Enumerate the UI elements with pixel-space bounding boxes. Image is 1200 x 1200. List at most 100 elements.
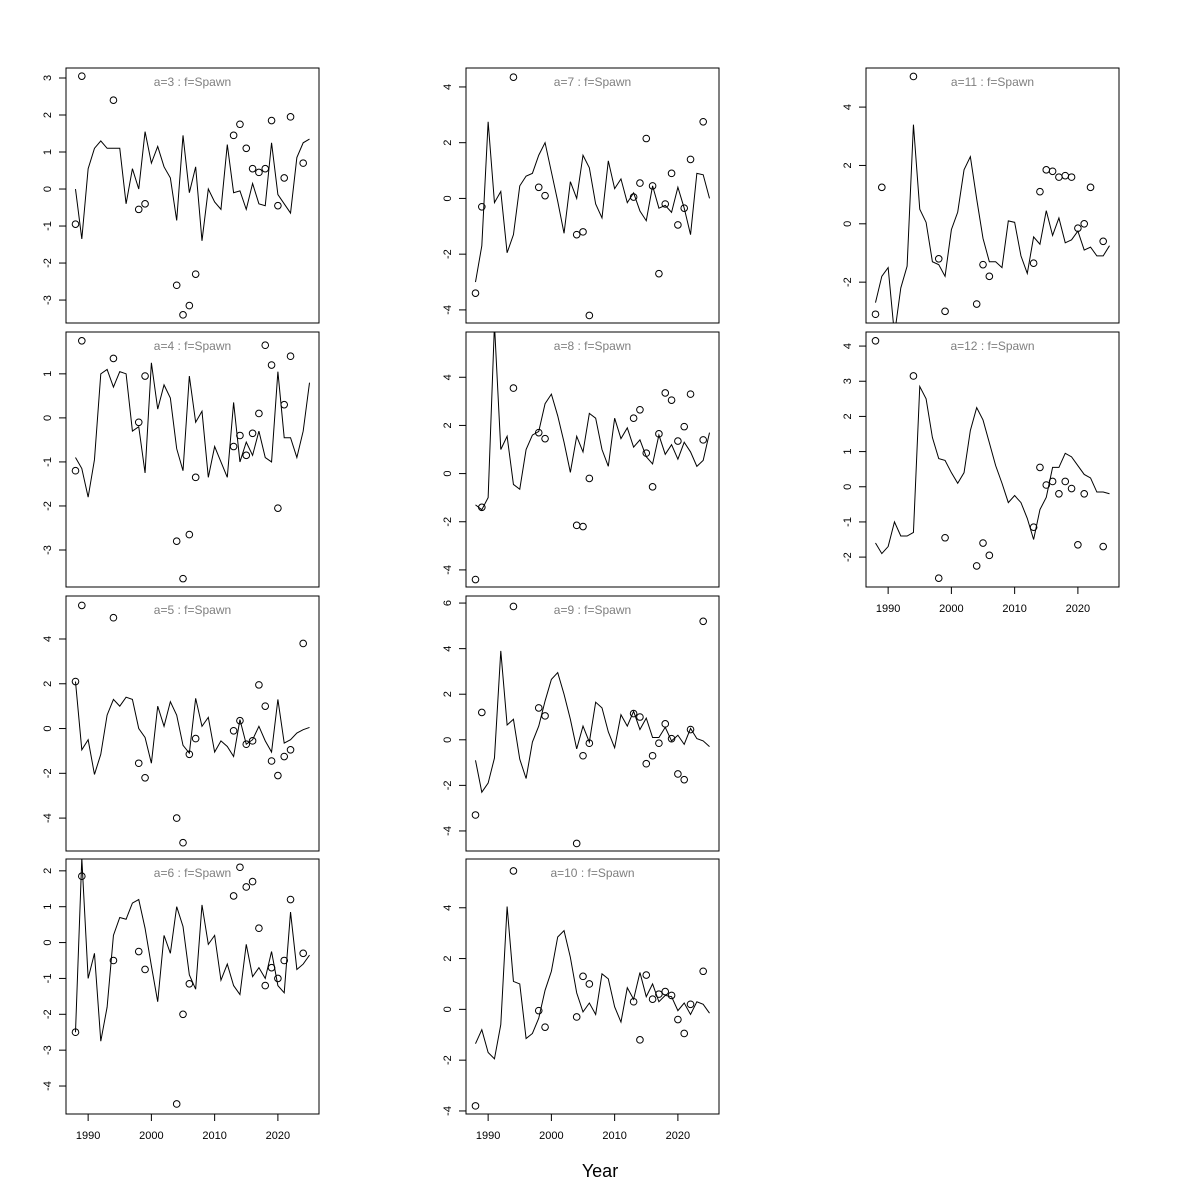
point	[1061, 477, 1070, 486]
point	[179, 574, 187, 583]
point	[248, 737, 257, 745]
point	[185, 750, 194, 759]
point	[286, 895, 295, 904]
point	[585, 474, 594, 483]
point	[655, 739, 663, 748]
point	[661, 987, 670, 996]
plot-frame	[465, 331, 720, 588]
point	[1029, 259, 1038, 267]
point	[236, 120, 244, 129]
panel: a=4 : f=Spawn -3 -2 -1 0 1	[42, 331, 320, 588]
point	[642, 971, 651, 979]
point	[648, 751, 657, 760]
point	[1067, 173, 1076, 181]
point	[134, 205, 143, 214]
point	[985, 272, 994, 281]
y-tick-label: 0	[42, 415, 54, 421]
point	[934, 574, 943, 583]
y-tick-label: 2	[842, 413, 854, 419]
point	[1099, 542, 1107, 551]
point	[280, 752, 289, 761]
x-tick-label: 1990	[876, 603, 900, 615]
y-tick-label: 3	[842, 378, 854, 384]
y-tick-label: -1	[42, 221, 54, 231]
series-line	[74, 859, 310, 1042]
point	[674, 437, 682, 445]
point	[185, 530, 194, 539]
x-tick-label: 1990	[476, 1130, 500, 1142]
panel: a=5 : f=Spawn -4 -2 0 2 4	[42, 595, 320, 852]
point	[141, 773, 149, 782]
point	[78, 72, 86, 80]
point	[674, 1015, 682, 1024]
point	[229, 442, 238, 451]
y-tick-label: 4	[442, 84, 454, 90]
point	[267, 116, 276, 125]
y-tick-label: 0	[42, 940, 54, 946]
y-tick-label: 3	[42, 75, 54, 81]
point	[509, 384, 518, 392]
point	[134, 759, 143, 768]
point	[572, 521, 581, 530]
point	[972, 562, 981, 570]
point	[141, 965, 149, 974]
y-tick-label: 1	[42, 904, 54, 910]
point	[699, 436, 707, 444]
point	[261, 981, 270, 990]
y-tick-label: -3	[42, 545, 54, 555]
point	[871, 310, 880, 319]
point	[286, 746, 295, 754]
point	[1055, 173, 1063, 181]
point	[242, 883, 251, 891]
y-tick-label: -4	[42, 1081, 54, 1091]
point	[680, 775, 689, 784]
plot-frame	[865, 331, 1120, 588]
point	[642, 449, 651, 457]
point	[1080, 489, 1089, 498]
y-tick-label: -3	[42, 295, 54, 305]
point	[141, 372, 149, 380]
plot-frame	[465, 67, 720, 324]
point	[579, 751, 587, 760]
point	[78, 601, 86, 610]
y-tick-label: 4	[442, 646, 454, 652]
series-line	[475, 332, 710, 511]
point	[648, 995, 657, 1003]
y-tick-label: -2	[42, 501, 54, 511]
point	[655, 990, 663, 998]
y-tick-label: 1	[42, 371, 54, 377]
panel-title: a=4 : f=Spawn	[154, 339, 231, 353]
point	[172, 814, 181, 822]
y-tick-label: 4	[842, 343, 854, 349]
point	[1067, 484, 1076, 493]
point	[471, 575, 480, 584]
point	[534, 428, 543, 437]
point	[636, 713, 644, 721]
panel-title: a=12 : f=Spawn	[950, 339, 1034, 353]
point	[280, 400, 289, 409]
plot-area	[71, 337, 311, 583]
point	[236, 863, 244, 872]
point	[255, 924, 263, 933]
point	[579, 228, 587, 236]
point	[699, 117, 707, 126]
x-tick-label: 2000	[139, 1130, 163, 1142]
x-tick-label: 2020	[266, 1130, 290, 1142]
point	[478, 202, 486, 211]
point	[478, 503, 486, 512]
point	[261, 164, 270, 173]
panel: a=10 : f=Spawn -4 -2 0 2 4 1990 2000 2010 2020	[442, 858, 720, 1142]
point	[1042, 481, 1051, 489]
point	[185, 980, 194, 988]
point	[471, 811, 480, 819]
point	[141, 200, 149, 208]
y-tick-label: 0	[842, 221, 854, 227]
point	[534, 1006, 543, 1015]
point	[280, 956, 289, 965]
point	[274, 974, 282, 983]
point	[229, 892, 238, 900]
point	[686, 155, 695, 164]
y-tick-label: 0	[42, 186, 54, 192]
point	[1099, 237, 1107, 246]
point	[1042, 166, 1051, 174]
